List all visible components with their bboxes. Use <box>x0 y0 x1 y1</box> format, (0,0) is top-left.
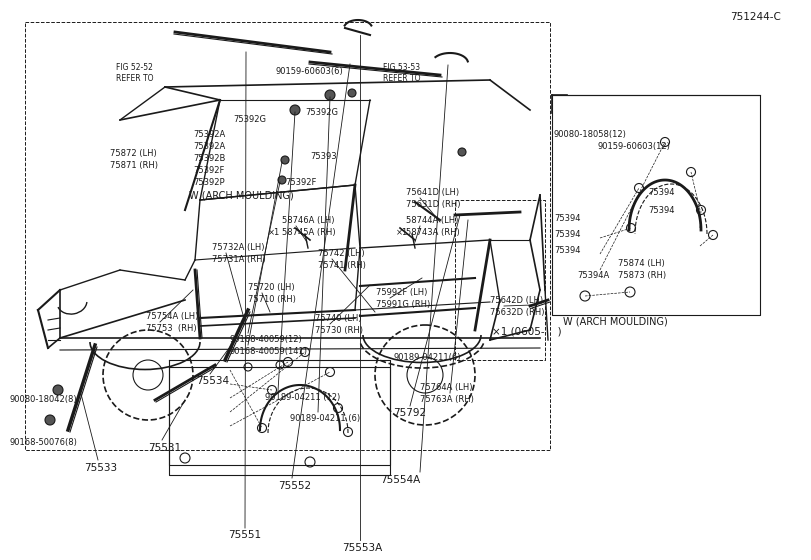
Text: 58743A (RH): 58743A (RH) <box>406 228 460 237</box>
Text: 75394: 75394 <box>554 230 581 239</box>
Text: 75641D (LH): 75641D (LH) <box>406 188 459 197</box>
Text: ×1: ×1 <box>396 228 408 237</box>
Circle shape <box>325 90 335 100</box>
Text: W (ARCH MOULDING): W (ARCH MOULDING) <box>189 190 294 200</box>
Text: 75394: 75394 <box>554 246 581 255</box>
Text: 75394: 75394 <box>648 206 675 215</box>
Text: 90168-40059(12): 90168-40059(12) <box>230 335 303 344</box>
Text: 90189-04211(6): 90189-04211(6) <box>393 353 461 362</box>
Text: 75871 (RH): 75871 (RH) <box>110 161 158 170</box>
Text: 75632D (RH): 75632D (RH) <box>490 308 544 317</box>
Text: 75873 (RH): 75873 (RH) <box>618 271 666 280</box>
Text: 75392A: 75392A <box>193 142 225 151</box>
Text: 75533: 75533 <box>84 463 117 473</box>
Text: 75710 (RH): 75710 (RH) <box>248 295 296 304</box>
Text: 75551: 75551 <box>228 530 261 540</box>
Text: 75392A: 75392A <box>193 130 225 139</box>
Text: 75631D (RH): 75631D (RH) <box>406 200 461 209</box>
Circle shape <box>348 89 356 97</box>
Text: 75741 (RH): 75741 (RH) <box>318 261 366 270</box>
Text: 58746A (LH): 58746A (LH) <box>282 216 334 225</box>
Text: REFER TO: REFER TO <box>383 74 420 83</box>
Text: 75753  (RH): 75753 (RH) <box>146 324 196 333</box>
Circle shape <box>45 415 55 425</box>
Text: 90080-18058(12): 90080-18058(12) <box>554 130 627 139</box>
Text: 75534: 75534 <box>196 376 230 386</box>
Text: 75740 (LH): 75740 (LH) <box>315 314 362 323</box>
Text: 58744A (LH): 58744A (LH) <box>406 216 458 225</box>
Text: 75394: 75394 <box>554 214 581 223</box>
Text: 75392F: 75392F <box>285 178 316 187</box>
Circle shape <box>281 156 289 164</box>
Text: 75764A (LH): 75764A (LH) <box>420 383 473 392</box>
Text: 90159-60603(12): 90159-60603(12) <box>598 142 671 151</box>
Circle shape <box>458 148 466 156</box>
Text: 75872 (LH): 75872 (LH) <box>110 149 157 158</box>
Text: W (ARCH MOULDING): W (ARCH MOULDING) <box>563 317 667 327</box>
Text: 90168-40059(141): 90168-40059(141) <box>230 347 308 356</box>
Text: 75730 (RH): 75730 (RH) <box>315 326 363 335</box>
Text: REFER TO: REFER TO <box>116 74 153 83</box>
Text: 75763A (RH): 75763A (RH) <box>420 395 474 404</box>
Text: 75720 (LH): 75720 (LH) <box>248 283 294 292</box>
Text: 75392G: 75392G <box>305 108 338 117</box>
Text: 90168-50076(8): 90168-50076(8) <box>10 438 78 447</box>
Text: 75394: 75394 <box>648 188 675 197</box>
Text: 75754A (LH): 75754A (LH) <box>146 312 199 321</box>
Text: 75731A (RH): 75731A (RH) <box>212 255 266 264</box>
Text: 75392B: 75392B <box>193 154 225 163</box>
Text: 75392P: 75392P <box>193 178 225 187</box>
Text: 75392G: 75392G <box>233 115 266 124</box>
Text: 90189-04211 (12): 90189-04211 (12) <box>265 393 341 402</box>
Circle shape <box>278 176 286 184</box>
Circle shape <box>53 385 63 395</box>
Circle shape <box>290 105 300 115</box>
Text: 75394A: 75394A <box>577 271 609 280</box>
Text: 75991G (RH): 75991G (RH) <box>376 300 431 309</box>
Text: 75554A: 75554A <box>380 475 420 485</box>
Text: 75792: 75792 <box>393 408 426 418</box>
Text: ×1: ×1 <box>268 228 281 237</box>
Text: FIG 52-52: FIG 52-52 <box>116 63 153 72</box>
Text: FIG 53-53: FIG 53-53 <box>383 63 420 72</box>
Text: 75874 (LH): 75874 (LH) <box>618 259 665 268</box>
Text: 75393: 75393 <box>310 152 337 161</box>
Text: 75742 (LH): 75742 (LH) <box>318 249 365 258</box>
Text: 75392F: 75392F <box>193 166 225 175</box>
Text: 75552: 75552 <box>278 481 311 491</box>
Text: 75553A: 75553A <box>342 543 382 553</box>
Text: 75642D (LH): 75642D (LH) <box>490 296 543 305</box>
Text: 75531: 75531 <box>148 443 181 453</box>
Text: ×1 (0605-    ): ×1 (0605- ) <box>492 326 562 336</box>
Text: 90159-60603(6): 90159-60603(6) <box>276 67 344 76</box>
Text: 90080-18042(8): 90080-18042(8) <box>10 395 78 404</box>
Text: 75732A (LH): 75732A (LH) <box>212 243 264 252</box>
Text: 751244-C: 751244-C <box>730 12 781 22</box>
Text: 75992F (LH): 75992F (LH) <box>376 288 427 297</box>
Text: 58745A (RH): 58745A (RH) <box>282 228 336 237</box>
Text: 90189-04211 (6): 90189-04211 (6) <box>290 414 360 423</box>
